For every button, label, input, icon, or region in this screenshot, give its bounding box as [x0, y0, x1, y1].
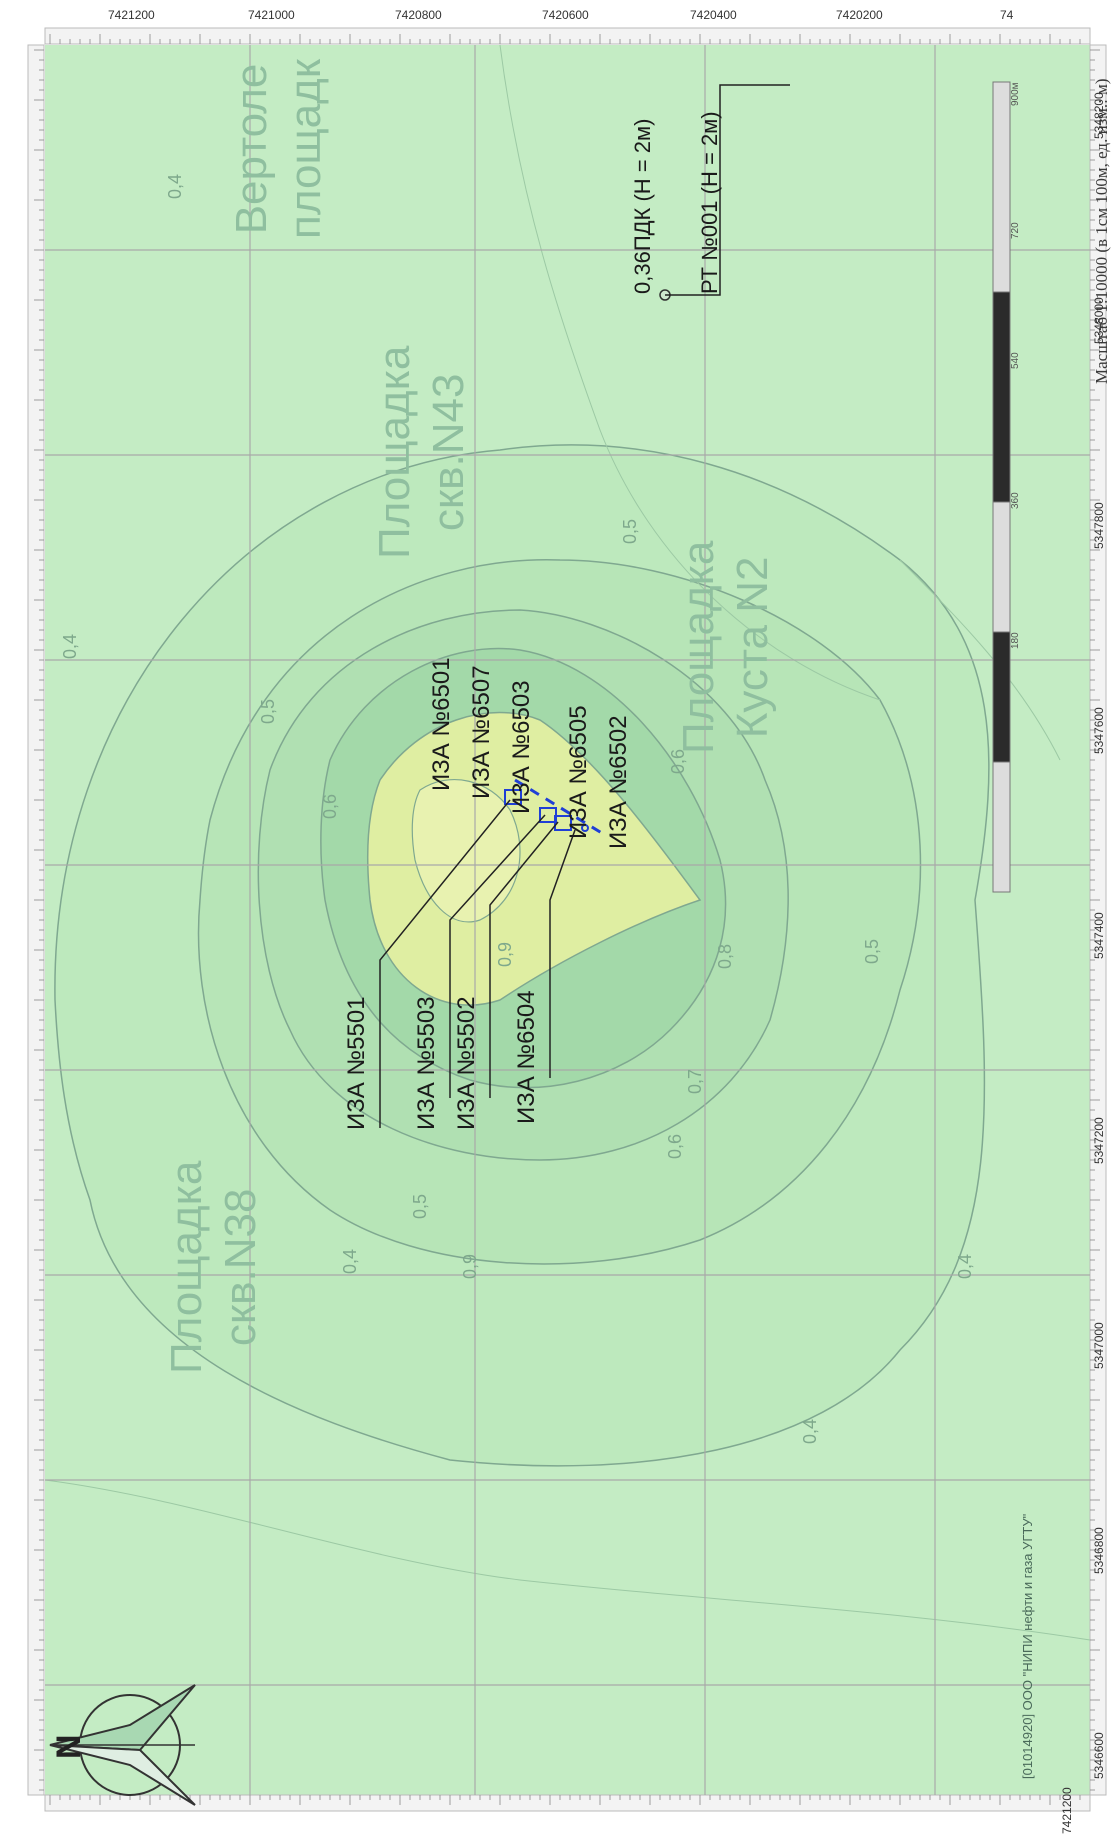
- coord-top-3: 7420800: [395, 8, 442, 22]
- coord-side: 5347600: [1092, 707, 1106, 754]
- road-line: [899, 559, 1061, 761]
- top-ruler: [44, 27, 1091, 45]
- scale-tick-label: 900м: [1010, 82, 1021, 106]
- coord-side: 5347200: [1092, 1117, 1106, 1164]
- source-marker: [504, 789, 522, 805]
- coord-side: 5346800: [1092, 1527, 1106, 1574]
- bottom-ruler: [44, 1794, 1091, 1812]
- coord-top-1: 7421200: [108, 8, 155, 22]
- callout-lines: [379, 799, 576, 1128]
- isoline-label: 0,4: [955, 1253, 975, 1279]
- source-label: ИЗА №6507: [468, 665, 495, 799]
- ruler-ticks: [34, 34, 1100, 1805]
- isoline-label: 0,5: [862, 938, 882, 964]
- source-label: ИЗА №5502: [453, 996, 480, 1130]
- coord-top-4: 7420600: [542, 8, 589, 22]
- coord-top-7: 74: [1000, 8, 1014, 22]
- source-label: ИЗА №6502: [605, 715, 632, 849]
- isoline-label: 0,4: [165, 173, 185, 199]
- coord-side: 5347400: [1092, 912, 1106, 959]
- coordinate-grid: [45, 45, 1090, 1795]
- road-line: [44, 1479, 1091, 1641]
- source-label: ИЗА №6501: [428, 657, 455, 791]
- coord-side: 5347800: [1092, 502, 1106, 549]
- isoline-label: 0,4: [800, 1418, 820, 1444]
- compass-icon: [49, 1684, 196, 1806]
- coord-bottom: 7421200: [1060, 1787, 1074, 1834]
- road-line: [499, 44, 881, 701]
- receptor-name-label: РТ №001 (H = 2м): [697, 111, 722, 294]
- coord-top-2: 7421000: [248, 8, 295, 22]
- isoline-label: 0,7: [685, 1068, 705, 1094]
- isoline-label: 0,5: [620, 518, 640, 544]
- area-label-well-43: Площадка скв.N43: [370, 345, 473, 559]
- isoline-label: 0,6: [665, 1133, 685, 1159]
- isoline-label: 0,9: [495, 941, 515, 967]
- coord-top-6: 7420200: [836, 8, 883, 22]
- north-label: N: [50, 1734, 88, 1759]
- isoline-label: 0,9: [460, 1253, 480, 1279]
- isoline-label: 0,5: [410, 1193, 430, 1219]
- coord-side: 5347000: [1092, 1322, 1106, 1369]
- area-label-cluster-2: Площадка Куста N2: [674, 540, 777, 754]
- source-label: ИЗА №5503: [413, 996, 440, 1130]
- source-marker: [581, 824, 589, 832]
- receptor-value-label: 0,36ПДК (H = 2м): [630, 118, 655, 294]
- scale-tick-label: 540: [1010, 352, 1021, 369]
- source-label: ИЗА №6504: [513, 990, 540, 1124]
- isoline-label: 0,6: [320, 793, 340, 819]
- coord-side: 5348000: [1092, 297, 1106, 344]
- source-marker: [554, 815, 572, 831]
- receptor-point: [659, 84, 790, 301]
- scale-tick-label: 360: [1010, 492, 1021, 509]
- source-label: ИЗА №6503: [508, 680, 535, 814]
- source-label: ИЗА №6505: [565, 705, 592, 839]
- isoline-label: 0,4: [340, 1248, 360, 1274]
- scale-tick-label: 720: [1010, 222, 1021, 239]
- credit-line: [01014920] ООО "НИПИ нефти и газа УГТУ": [1020, 1513, 1035, 1779]
- isoline-label: 0,5: [258, 698, 278, 724]
- source-label: ИЗА №5501: [343, 996, 370, 1130]
- coord-top-5: 7420400: [690, 8, 737, 22]
- isoline-label: 0,8: [715, 943, 735, 969]
- coord-side: 5346600: [1092, 1732, 1106, 1779]
- emission-sources: [504, 778, 606, 837]
- coord-side: 5348200: [1092, 92, 1106, 139]
- scale-tick-label: 180: [1010, 632, 1021, 649]
- isoline-label: 0,4: [60, 633, 80, 659]
- area-label-well-38: Площадка скв.N38: [162, 1160, 265, 1374]
- isoline-label: 0,6: [668, 748, 688, 774]
- area-label-helipad: Вертоле площадк: [227, 58, 330, 239]
- scale-bar: [992, 81, 1011, 893]
